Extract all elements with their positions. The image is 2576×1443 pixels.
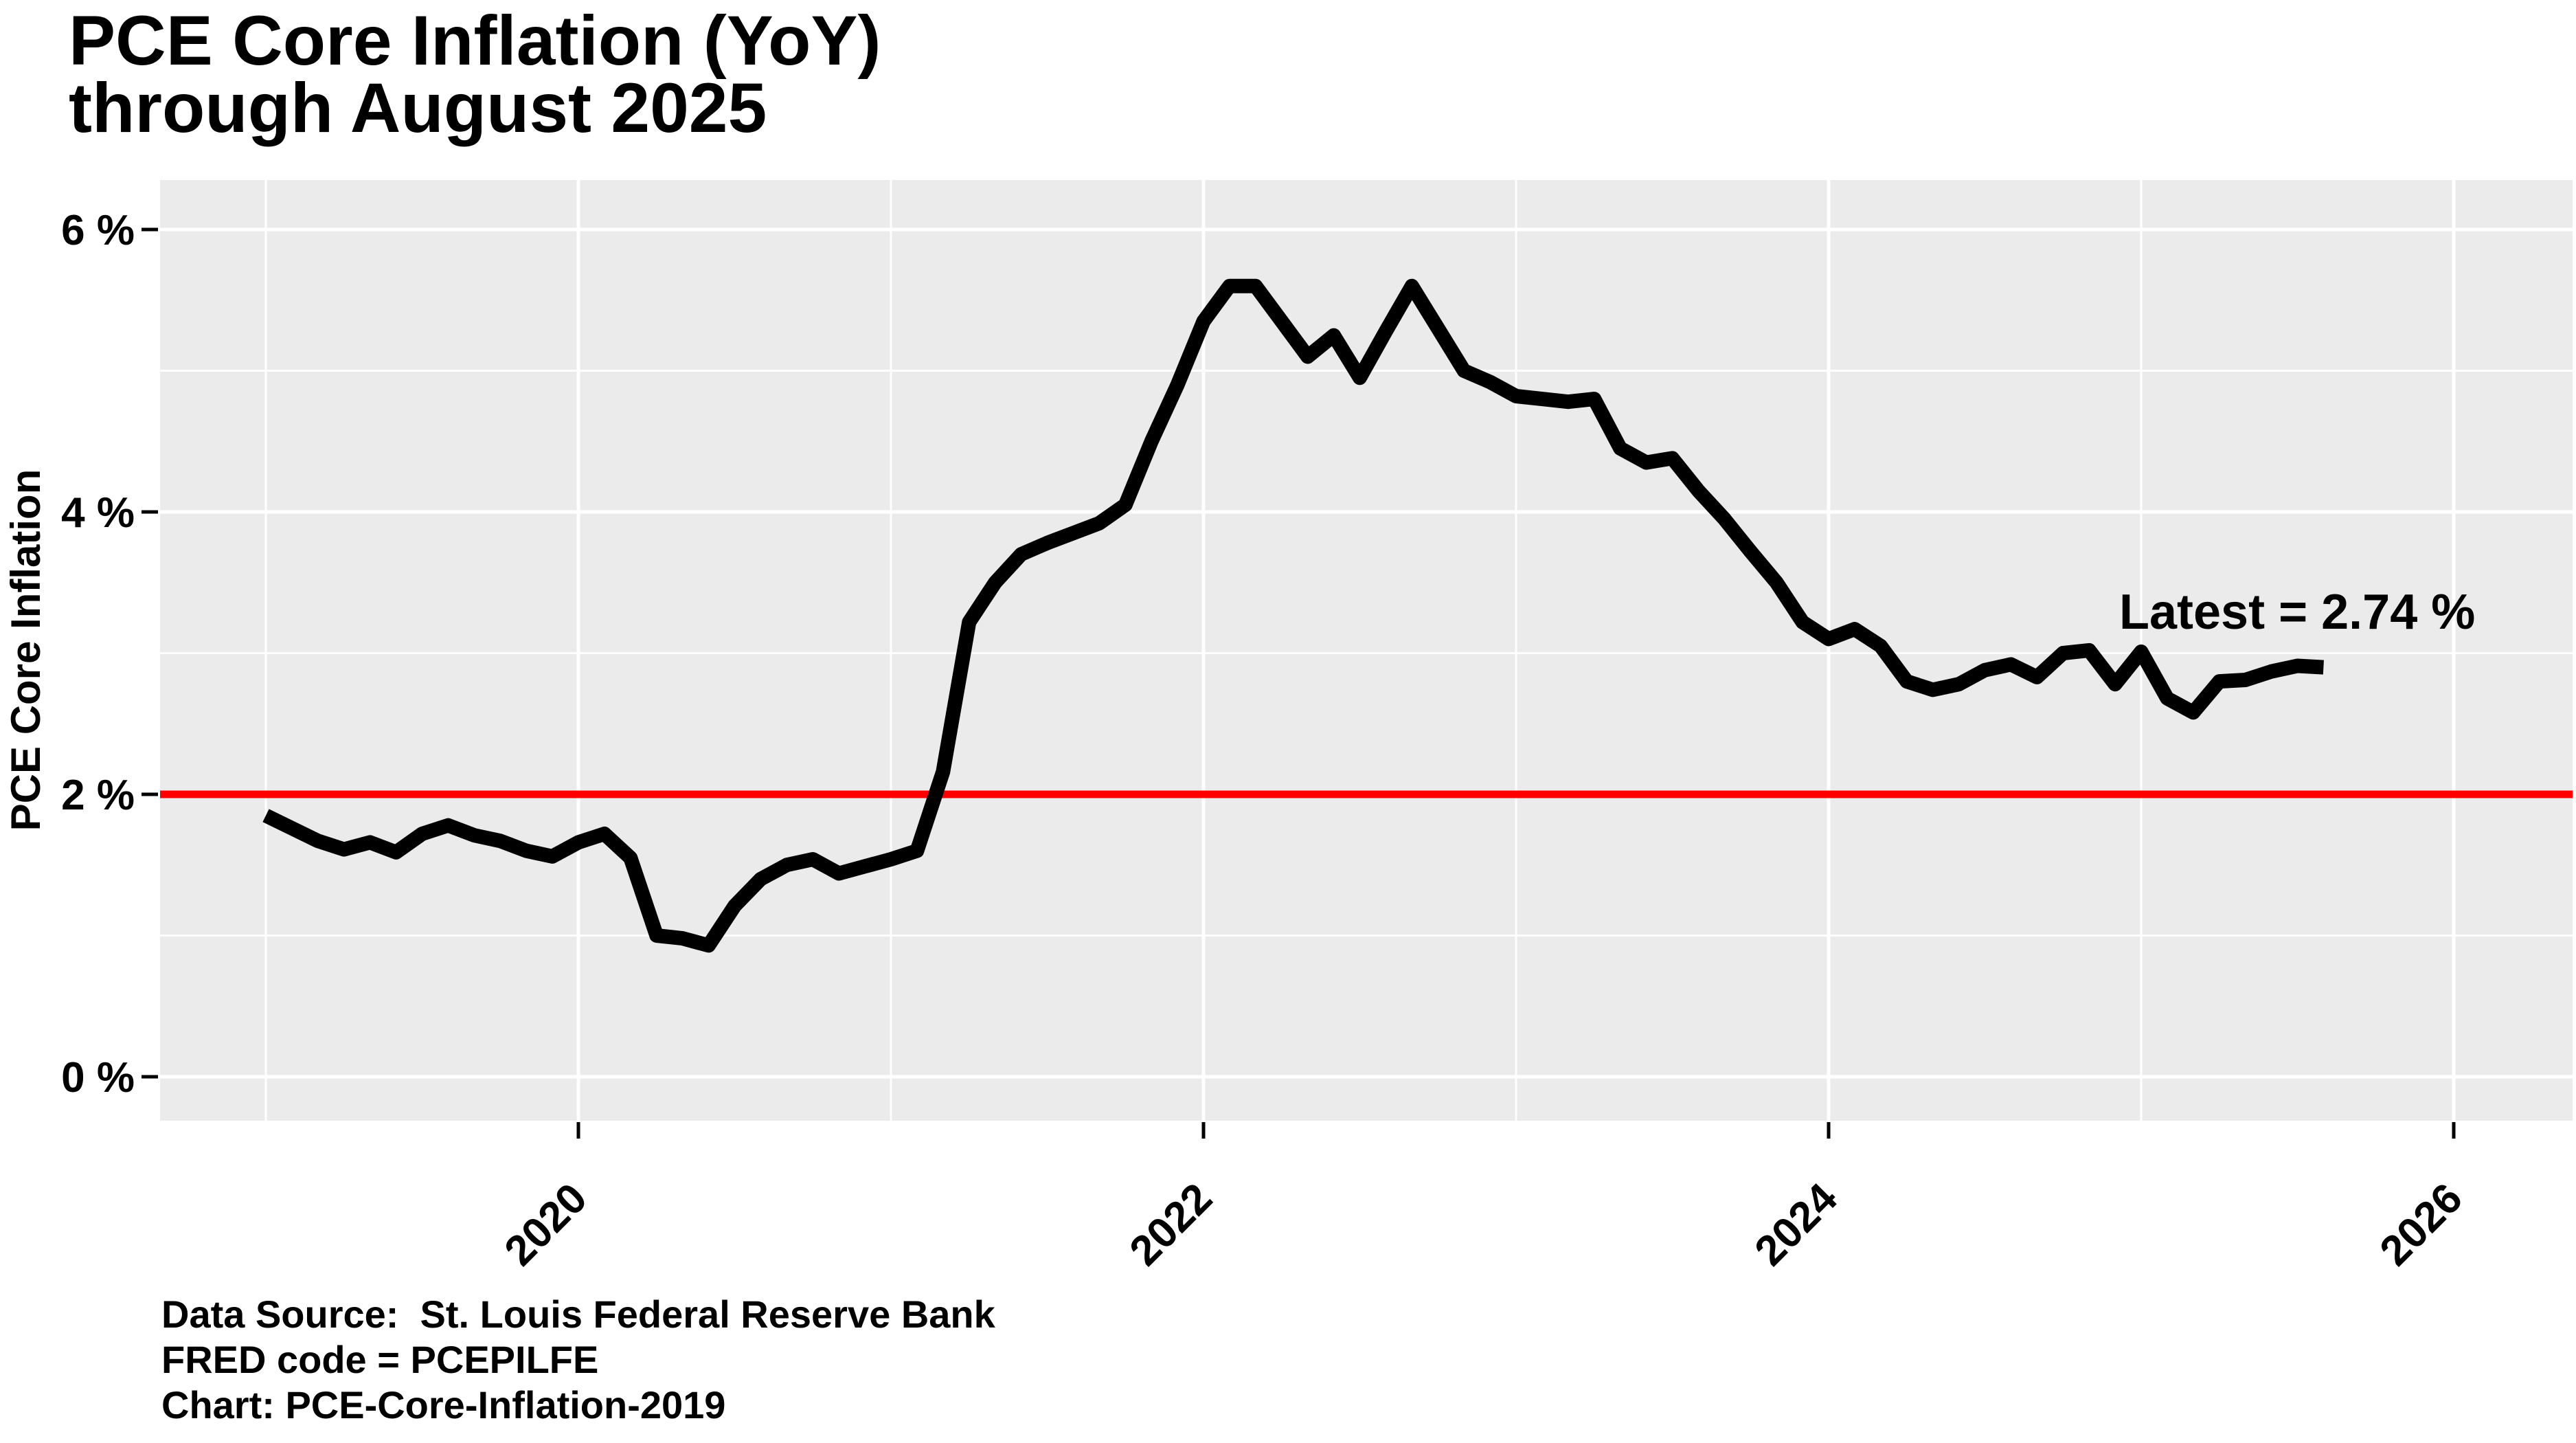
y-tick-label-2: 2 % [61, 772, 135, 819]
latest-value-annotation: Latest = 2.74 % [2119, 585, 2475, 640]
chart-title-line-1: PCE Core Inflation (YoY) [69, 1, 881, 80]
minor-gridlines [160, 180, 2573, 1121]
footer-fred-code: FRED code = PCEPILFE [161, 1338, 598, 1381]
y-tick-label-0: 0 % [61, 1054, 135, 1101]
y-axis-tick-labels: 6 % 4 % 2 % 0 % [61, 207, 135, 1101]
y-axis-title: PCE Core Inflation [3, 469, 49, 831]
axis-tick-marks [142, 227, 2456, 1139]
footer-chart-name: Chart: PCE-Core-Inflation-2019 [161, 1383, 725, 1427]
y-tick-label-6: 6 % [61, 207, 135, 254]
footer-data-source: Data Source: St. Louis Federal Reserve B… [161, 1293, 996, 1336]
chart-title-line-2: through August 2025 [69, 69, 767, 147]
y-tick-label-4: 4 % [61, 489, 135, 537]
plot-panel [160, 180, 2573, 1121]
pce-core-inflation-series-line [262, 278, 2324, 953]
